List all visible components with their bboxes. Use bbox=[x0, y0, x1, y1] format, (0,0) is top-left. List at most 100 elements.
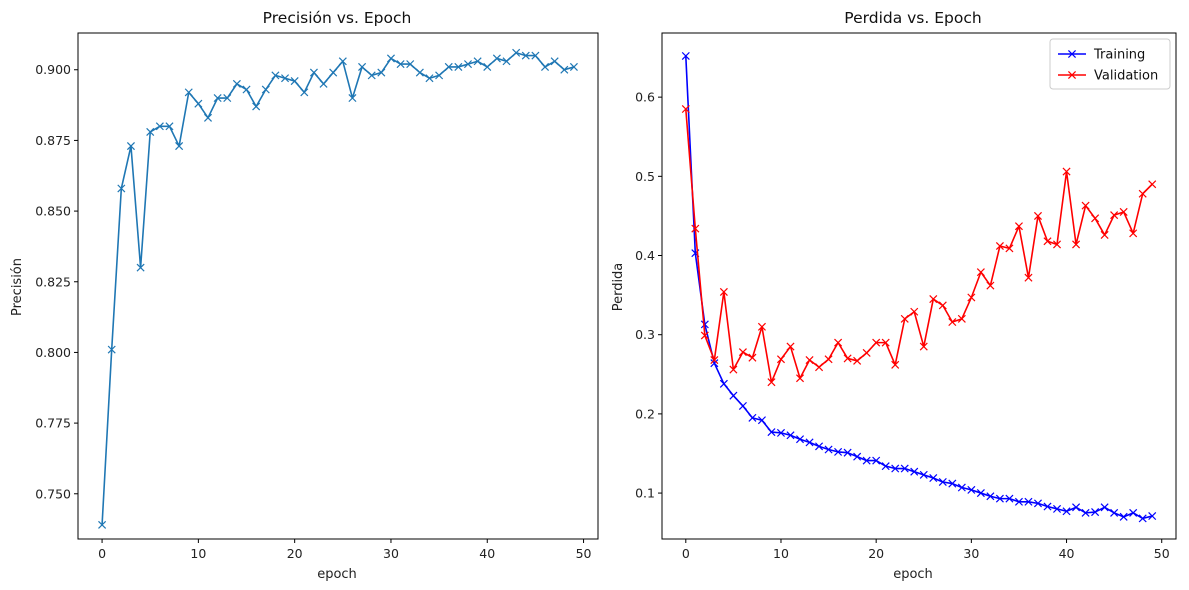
loss-validation-point bbox=[1043, 237, 1052, 246]
accuracy-series-point bbox=[463, 60, 473, 69]
loss-validation-point bbox=[729, 365, 738, 374]
accuracy-series-point bbox=[252, 102, 261, 111]
loss-validation-point bbox=[986, 281, 995, 290]
accuracy-series-point bbox=[473, 57, 482, 66]
loss-training-point bbox=[1005, 494, 1014, 503]
accuracy-x-tick-label: 50 bbox=[576, 546, 592, 561]
accuracy-x-tick-label: 0 bbox=[98, 546, 106, 561]
accuracy-plot-frame bbox=[77, 32, 599, 540]
loss-validation-point bbox=[843, 354, 852, 363]
loss-training-point bbox=[853, 452, 862, 461]
loss-chart-title: Perdida vs. Epoch bbox=[844, 9, 981, 27]
accuracy-chart-title: Precisión vs. Epoch bbox=[263, 9, 412, 27]
loss-training-point bbox=[1062, 507, 1071, 516]
loss-validation-point bbox=[1024, 273, 1033, 282]
accuracy-series-point bbox=[290, 77, 299, 86]
loss-x-tick-label: 30 bbox=[963, 546, 979, 561]
accuracy-y-tick-label: 0.875 bbox=[35, 133, 71, 148]
loss-training-point bbox=[748, 413, 757, 422]
accuracy-y-tick-label: 0.900 bbox=[35, 62, 71, 77]
loss-validation-point bbox=[767, 378, 776, 387]
loss-training-point bbox=[1148, 512, 1157, 521]
accuracy-series-point bbox=[107, 345, 116, 354]
accuracy-series-point bbox=[454, 62, 463, 71]
loss-training-point bbox=[1033, 499, 1043, 508]
accuracy-series-point bbox=[155, 122, 164, 131]
loss-validation-point bbox=[1091, 214, 1100, 223]
accuracy-series-point bbox=[319, 79, 328, 88]
loss-training-point bbox=[862, 456, 871, 465]
accuracy-y-tick-label: 0.750 bbox=[35, 486, 71, 501]
accuracy-series-point bbox=[512, 48, 521, 57]
loss-validation-point bbox=[691, 224, 700, 233]
accuracy-series-point bbox=[569, 62, 578, 71]
loss-training-line bbox=[685, 55, 1153, 520]
loss-x-tick-label: 10 bbox=[773, 546, 789, 561]
loss-validation-point bbox=[1119, 207, 1128, 216]
loss-training-point bbox=[843, 448, 852, 457]
loss-validation-point bbox=[853, 356, 862, 365]
accuracy-series-point bbox=[377, 68, 386, 77]
accuracy-series-point bbox=[386, 54, 395, 63]
loss-validation-point bbox=[881, 338, 890, 347]
accuracy-series-point bbox=[483, 62, 492, 71]
loss-legend: Training Validation bbox=[1049, 38, 1171, 90]
loss-validation-point bbox=[967, 293, 976, 302]
loss-y-tick-label: 0.6 bbox=[635, 90, 655, 105]
loss-y-axis-label: Perdida bbox=[611, 263, 626, 312]
accuracy-series-point bbox=[550, 57, 559, 66]
loss-validation-point bbox=[795, 374, 805, 383]
loss-validation-point bbox=[957, 314, 966, 323]
accuracy-series-point bbox=[492, 54, 501, 63]
loss-x-tick-label: 0 bbox=[682, 546, 690, 561]
loss-validation-point bbox=[824, 355, 833, 364]
loss-training-point bbox=[767, 428, 776, 437]
loss-training-point bbox=[1138, 514, 1147, 523]
loss-plot-frame bbox=[661, 32, 1177, 540]
loss-y-tick-label: 0.1 bbox=[635, 486, 655, 501]
loss-training-point bbox=[995, 494, 1004, 503]
loss-training-point bbox=[757, 416, 766, 425]
loss-training-point bbox=[700, 320, 709, 329]
loss-training-point bbox=[815, 442, 824, 451]
accuracy-series-point bbox=[281, 74, 290, 83]
loss-validation-point bbox=[1005, 244, 1014, 253]
accuracy-series-point bbox=[98, 520, 107, 529]
loss-training-point bbox=[776, 428, 786, 437]
loss-training-point bbox=[738, 401, 747, 410]
loss-validation-point bbox=[938, 301, 947, 310]
loss-validation-point bbox=[1033, 211, 1043, 220]
accuracy-series-point bbox=[232, 79, 241, 88]
loss-training-point bbox=[1100, 503, 1109, 512]
loss-y-tick-label: 0.5 bbox=[635, 169, 655, 184]
loss-legend-box bbox=[1049, 38, 1171, 90]
loss-validation-point bbox=[891, 360, 900, 369]
loss-training-point bbox=[719, 379, 728, 388]
loss-training-point bbox=[1110, 508, 1119, 517]
accuracy-series-point bbox=[117, 184, 126, 193]
accuracy-series-point bbox=[242, 85, 251, 94]
loss-training-point bbox=[1024, 497, 1033, 506]
loss-validation-point bbox=[862, 348, 871, 357]
loss-legend-label: Validation bbox=[1094, 69, 1158, 84]
loss-training-point bbox=[967, 485, 976, 494]
accuracy-series-point bbox=[502, 57, 511, 66]
loss-validation-point bbox=[1072, 240, 1081, 249]
loss-validation-point bbox=[805, 356, 814, 365]
accuracy-series-point bbox=[358, 62, 367, 71]
loss-chart: Perdida vs. Epoch epoch Perdida 0 10 20 30 4… bbox=[611, 9, 1177, 582]
accuracy-series-point bbox=[223, 93, 232, 103]
loss-validation-point bbox=[834, 338, 843, 347]
loss-legend-label: Training bbox=[1093, 48, 1145, 63]
loss-validation-point bbox=[910, 307, 919, 316]
loss-validation-point bbox=[1110, 211, 1119, 220]
loss-training-point bbox=[957, 483, 966, 492]
loss-training-point bbox=[805, 438, 814, 447]
loss-training-point bbox=[1014, 497, 1023, 506]
loss-validation-point bbox=[929, 295, 938, 304]
accuracy-series-point bbox=[415, 68, 424, 77]
accuracy-x-tick-label: 30 bbox=[383, 546, 399, 561]
accuracy-series-point bbox=[521, 51, 530, 60]
loss-validation-point bbox=[995, 241, 1004, 251]
loss-validation-point bbox=[976, 268, 985, 277]
